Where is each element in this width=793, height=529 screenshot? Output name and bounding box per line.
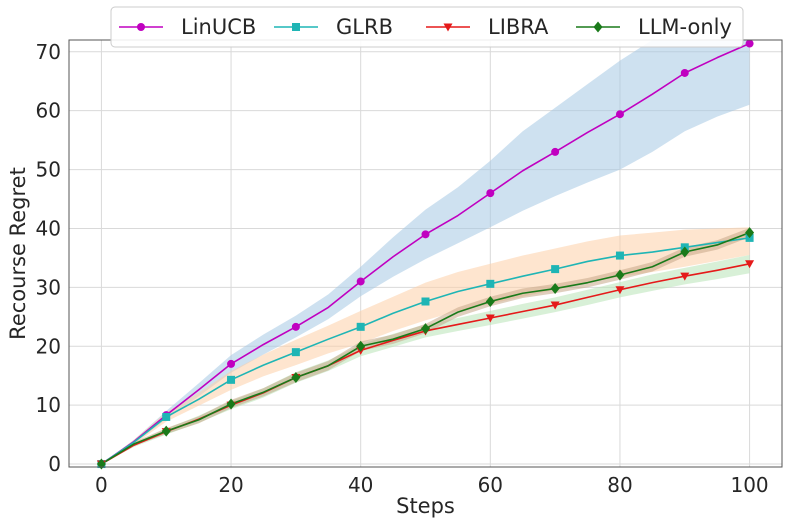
point-marker [161, 425, 171, 437]
point-marker [292, 23, 300, 31]
x-tick-label: 40 [348, 473, 373, 497]
point-marker [550, 301, 560, 310]
x-tick-labels: 0 20 40 60 80 100 [95, 473, 769, 497]
point-marker [421, 323, 430, 335]
band-linucb [101, 40, 750, 465]
point-marker [615, 286, 625, 295]
point-marker [356, 322, 365, 331]
point-marker [227, 359, 236, 368]
y-tick-label: 0 [48, 452, 61, 476]
point-marker [551, 265, 560, 274]
y-tick-label: 70 [36, 40, 61, 64]
point-marker [291, 348, 300, 357]
x-tick-label: 60 [478, 473, 503, 497]
point-marker [680, 68, 689, 77]
point-marker [745, 260, 755, 269]
legend-entry-glrb: GLRB [274, 15, 393, 39]
point-marker [486, 279, 495, 288]
y-tick-label: 60 [36, 99, 61, 123]
point-marker [680, 272, 690, 281]
y-tick-label: 50 [36, 158, 61, 182]
legend-label: LLM-only [638, 15, 732, 39]
legend-label: LIBRA [488, 15, 549, 39]
point-marker [137, 23, 145, 31]
point-marker [615, 269, 625, 281]
point-marker [680, 246, 690, 258]
point-marker [615, 251, 624, 260]
y-tick-label: 30 [36, 275, 61, 299]
x-tick-label: 0 [95, 473, 108, 497]
point-marker [162, 412, 171, 421]
point-marker [227, 375, 236, 384]
point-marker [421, 230, 430, 239]
point-marker [593, 21, 603, 33]
point-marker [745, 227, 755, 239]
point-marker [615, 110, 624, 119]
point-marker [485, 296, 495, 308]
x-tick-label: 80 [607, 473, 632, 497]
point-marker [551, 147, 560, 156]
point-marker [291, 322, 300, 331]
y-tick-label: 20 [36, 334, 61, 358]
point-marker [226, 398, 236, 410]
legend-entry-libra: LIBRA [426, 15, 549, 39]
point-marker [356, 340, 366, 352]
y-axis-label: Recourse Regret [6, 167, 30, 340]
point-marker [485, 314, 495, 323]
legend-label: GLRB [336, 15, 393, 39]
point-marker [550, 283, 560, 295]
legend-label: LinUCB [181, 15, 256, 39]
y-tick-label: 10 [36, 393, 61, 417]
legend-entry-linucb: LinUCB [119, 15, 256, 39]
x-tick-label: 20 [218, 473, 243, 497]
point-marker [356, 277, 365, 286]
legend: LinUCB GLRB LIBRA LLM-only [110, 6, 744, 48]
point-marker [291, 371, 301, 383]
point-marker [486, 189, 495, 198]
point-marker [745, 39, 754, 48]
legend-entry-llm-only: LLM-only [576, 15, 732, 39]
x-axis-label: Steps [396, 494, 455, 518]
series-markers [96, 39, 755, 470]
point-marker [421, 297, 430, 306]
line-llm-only [100, 231, 750, 465]
band-llm-only [101, 227, 750, 465]
y-tick-labels: 0 10 20 30 40 50 60 70 [36, 40, 61, 476]
x-tick-label: 100 [730, 473, 768, 497]
point-marker [443, 23, 453, 32]
y-tick-label: 40 [36, 216, 61, 240]
